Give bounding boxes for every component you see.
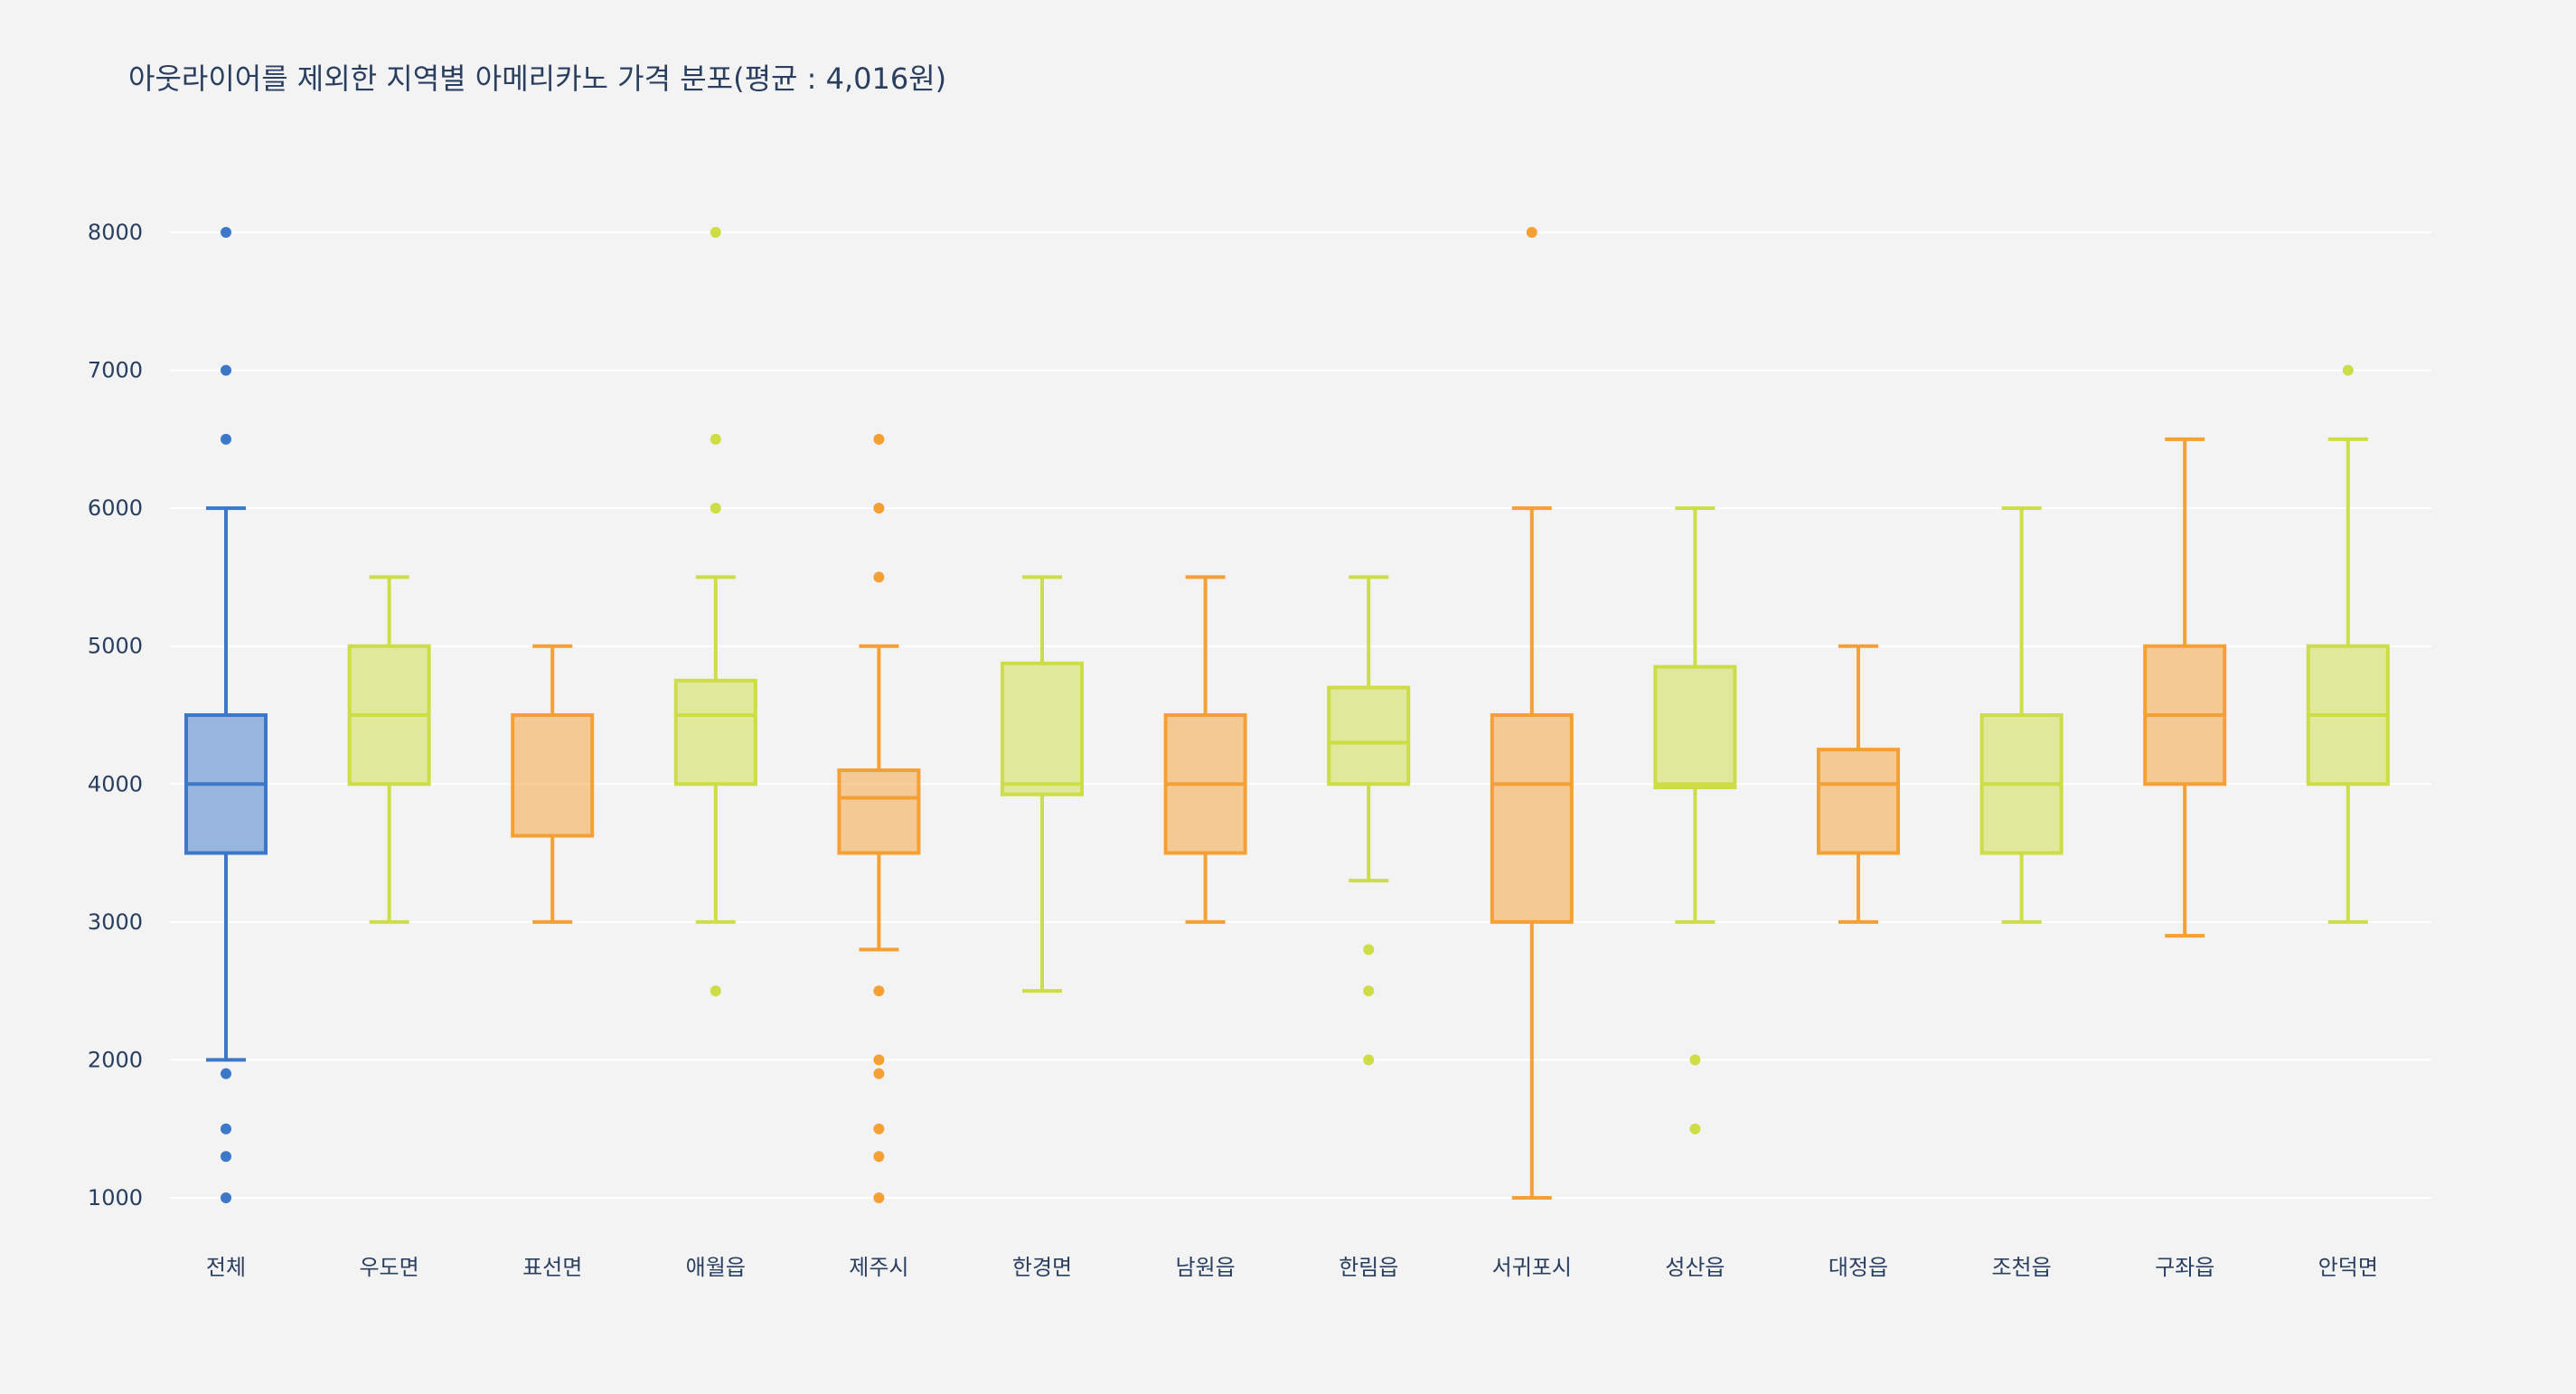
y-tick-label: 3000 [88,909,143,935]
outlier-point [221,227,231,238]
outlier-point [873,1151,885,1163]
box-iqr [1001,661,1084,796]
y-tick-label: 6000 [88,495,143,521]
y-tick-label: 1000 [88,1185,143,1210]
box-iqr [1817,748,1900,855]
y-tick-label: 5000 [88,634,143,659]
outlier-point [873,571,885,583]
box-iqr [837,768,921,855]
outlier-point [1363,985,1375,997]
outlier-point [873,1123,885,1135]
x-tick-label: 우도면 [359,1255,418,1280]
y-tick-label: 4000 [88,771,143,796]
outlier-point [710,985,721,997]
outlier-point [710,503,721,514]
box-iqr [673,678,757,786]
y-tick-label: 7000 [88,358,143,383]
x-tick-label: 애월읍 [686,1255,746,1280]
x-tick-label: 대정읍 [1829,1255,1888,1280]
outlier-point [873,503,885,514]
outlier-point [1526,227,1537,238]
x-tick-label: 안덕면 [2318,1255,2378,1280]
box-iqr [1327,685,1411,786]
outlier-point [710,433,721,445]
outlier-point [221,364,231,376]
box-iqr [1653,664,1737,790]
x-tick-label: 한림읍 [1339,1255,1398,1280]
x-tick-label: 표선면 [522,1255,582,1280]
outlier-point [221,1151,231,1163]
x-tick-label: 서귀포시 [1492,1255,1572,1280]
outlier-point [1363,1054,1375,1066]
y-tick-label: 8000 [88,220,143,245]
outlier-point [2342,364,2354,376]
outlier-point [710,227,721,238]
x-tick-label: 제주시 [849,1255,908,1280]
outlier-point [1689,1054,1701,1066]
x-tick-label: 남원읍 [1175,1255,1235,1280]
outlier-point [873,1068,885,1079]
x-tick-label: 한경면 [1012,1255,1072,1280]
outlier-point [873,433,885,445]
outlier-point [1363,944,1375,956]
chart-title: 아웃라이어를 제외한 지역별 아메리카노 가격 분포(평균 : 4,016원) [128,61,947,96]
outlier-point [221,433,231,445]
outlier-point [221,1123,231,1135]
outlier-point [873,1054,885,1066]
outlier-point [873,1192,885,1203]
outlier-point [221,1192,231,1203]
x-tick-label: 구좌읍 [2155,1255,2214,1280]
x-tick-label: 전체 [206,1255,246,1280]
y-tick-label: 2000 [88,1047,143,1072]
box-iqr [1490,713,1574,924]
x-tick-label: 조천읍 [1991,1255,2051,1280]
outlier-point [873,985,885,997]
outlier-point [1689,1123,1701,1135]
box-iqr [511,713,595,838]
x-tick-label: 성산읍 [1665,1255,1725,1280]
outlier-point [221,1068,231,1079]
